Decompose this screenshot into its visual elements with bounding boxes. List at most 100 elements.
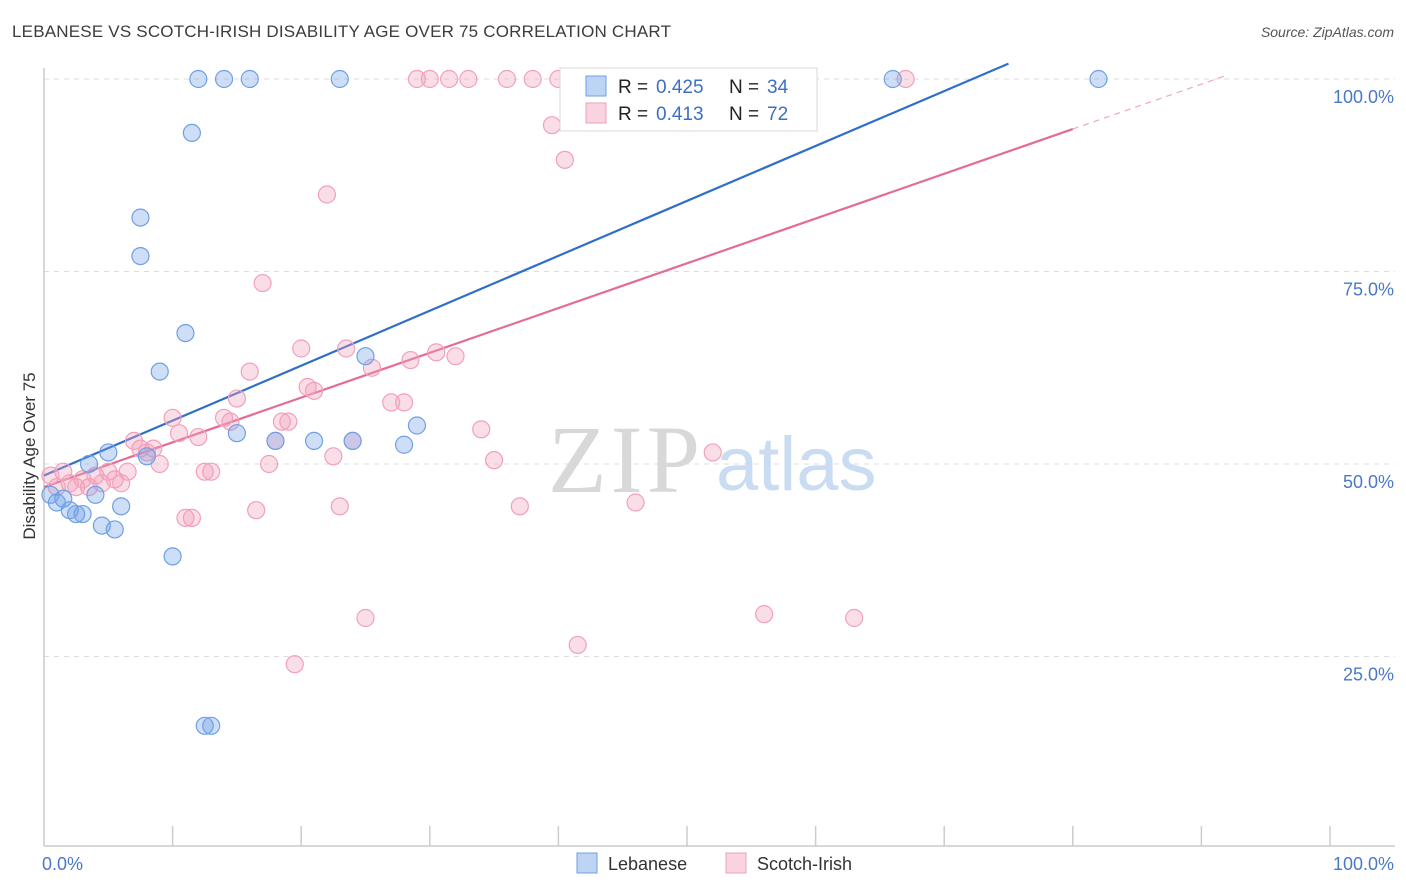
- point-scotch-irish: [568, 635, 587, 655]
- point-scotch-irish: [304, 381, 324, 400]
- point-scotch-irish: [427, 343, 446, 362]
- point-lebanese: [883, 69, 902, 89]
- point-lebanese: [99, 443, 118, 462]
- point-scotch-irish: [330, 497, 349, 516]
- point-lebanese: [227, 424, 246, 443]
- point-lebanese: [195, 716, 214, 735]
- y-tick-label: 100.0%: [1333, 87, 1394, 107]
- point-scotch-irish: [896, 69, 915, 89]
- point-lebanese: [79, 454, 99, 474]
- point-lebanese: [182, 123, 201, 142]
- trend-layer: [43, 62, 1228, 489]
- point-scotch-irish: [279, 412, 298, 431]
- point-scotch-irish: [394, 393, 414, 412]
- point-lebanese: [189, 69, 208, 89]
- point-lebanese: [202, 716, 221, 735]
- trendline-scotch-irish: [43, 128, 1074, 489]
- point-lebanese: [304, 431, 324, 450]
- legend-r-value: 0.413: [656, 104, 704, 125]
- point-scotch-irish: [285, 655, 304, 674]
- legend-r-label: R =: [618, 104, 648, 125]
- point-lebanese: [112, 497, 131, 516]
- point-lebanese: [176, 324, 195, 343]
- watermark-zip: ZIP: [548, 406, 704, 513]
- point-lebanese: [330, 69, 349, 89]
- trendline-scotch-irish-extension: [1072, 74, 1228, 130]
- y-tick-label: 75.0%: [1343, 280, 1394, 300]
- bottom-legend-label: Scotch-Irish: [757, 854, 852, 874]
- chart-title: LEBANESE VS SCOTCH-IRISH DISABILITY AGE …: [12, 22, 672, 41]
- legend-r-label: R =: [618, 77, 648, 98]
- legend-swatch: [585, 75, 607, 97]
- point-scotch-irish: [382, 393, 401, 412]
- point-lebanese: [137, 447, 156, 466]
- x-tick-label: 100.0%: [1333, 854, 1394, 874]
- point-scotch-irish: [182, 508, 201, 528]
- point-scotch-irish: [221, 412, 240, 431]
- point-scotch-irish: [446, 347, 465, 366]
- point-lebanese: [163, 547, 182, 566]
- point-scotch-irish: [324, 447, 343, 466]
- point-lebanese: [266, 431, 285, 450]
- point-scotch-irish: [497, 69, 517, 89]
- point-lebanese: [343, 431, 362, 450]
- point-scotch-irish: [472, 420, 491, 439]
- point-lebanese: [407, 416, 427, 435]
- trendline-lebanese: [43, 62, 1009, 477]
- legend-swatch: [585, 102, 607, 124]
- point-lebanese: [394, 435, 414, 454]
- point-scotch-irish: [317, 185, 337, 204]
- point-scotch-irish: [195, 462, 214, 481]
- point-scotch-irish: [439, 69, 459, 89]
- point-lebanese: [54, 489, 73, 508]
- bottom-legend-label: Lebanese: [608, 854, 687, 874]
- bottom-legend: Lebanese Scotch-Irish: [576, 852, 852, 874]
- point-scotch-irish: [169, 424, 189, 443]
- point-scotch-irish: [337, 339, 356, 358]
- point-lebanese: [67, 504, 86, 524]
- point-lebanese: [86, 485, 105, 504]
- point-lebanese: [131, 208, 150, 227]
- point-scotch-irish: [703, 443, 722, 462]
- x-tick-label: 0.0%: [42, 854, 83, 874]
- point-scotch-irish: [259, 454, 279, 474]
- point-scotch-irish: [401, 350, 420, 370]
- point-scotch-irish: [510, 497, 529, 516]
- points-layer: [41, 69, 1108, 735]
- point-scotch-irish: [189, 427, 208, 447]
- bottom-legend-swatch: [725, 852, 747, 874]
- legend-r-value: 0.425: [656, 77, 704, 98]
- point-lebanese: [150, 362, 169, 381]
- point-scotch-irish: [247, 501, 266, 520]
- y-tick-label: 50.0%: [1343, 472, 1394, 492]
- point-scotch-irish: [54, 462, 73, 481]
- point-scotch-irish: [626, 493, 645, 512]
- watermark-atlas: atlas: [716, 422, 877, 507]
- watermark: ZIP atlas: [548, 406, 877, 513]
- point-scotch-irish: [407, 69, 427, 89]
- y-axis-title: Disability Age Over 75: [20, 372, 39, 539]
- point-scotch-irish: [459, 69, 478, 89]
- point-lebanese: [356, 347, 375, 366]
- point-scotch-irish: [118, 462, 137, 481]
- point-scotch-irish: [420, 69, 439, 89]
- legend-n-label: N =: [729, 77, 759, 98]
- point-scotch-irish: [227, 389, 246, 408]
- point-lebanese: [131, 247, 150, 266]
- point-lebanese: [105, 520, 124, 539]
- legend-n-label: N =: [729, 104, 759, 125]
- point-scotch-irish: [112, 474, 131, 493]
- bottom-legend-swatch: [576, 852, 598, 874]
- point-scotch-irish: [755, 605, 774, 624]
- point-scotch-irish: [542, 116, 562, 135]
- point-scotch-irish: [272, 412, 292, 431]
- point-scotch-irish: [362, 358, 382, 377]
- legend-frame: [559, 67, 818, 132]
- point-scotch-irish: [845, 608, 864, 628]
- point-scotch-irish: [523, 69, 542, 89]
- point-scotch-irish: [555, 150, 574, 169]
- point-lebanese: [1089, 69, 1108, 89]
- point-scotch-irish: [202, 462, 221, 481]
- legend-n-value: 34: [767, 77, 789, 98]
